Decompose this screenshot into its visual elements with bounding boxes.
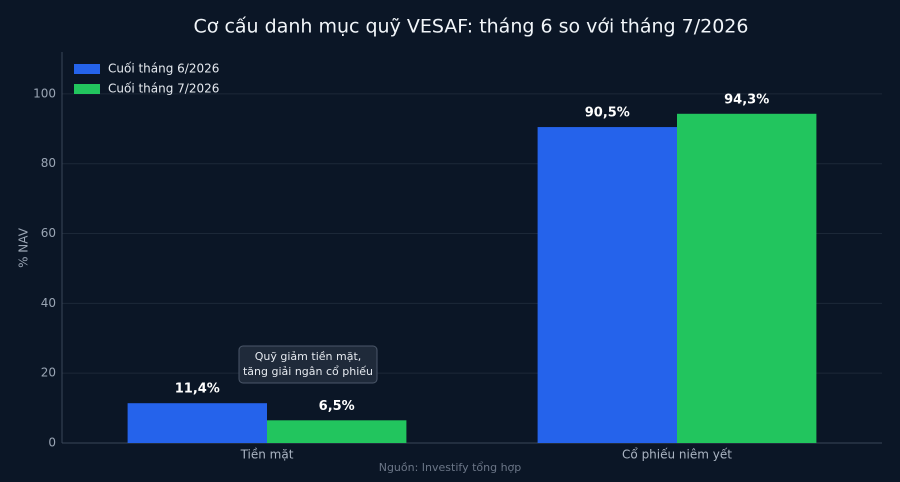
- y-tick-label: 40: [41, 296, 56, 310]
- value-label: 94,3%: [724, 92, 769, 107]
- value-label: 90,5%: [585, 106, 630, 121]
- legend-label: Cuối tháng 7/2026: [108, 82, 219, 96]
- y-tick-label: 80: [41, 156, 56, 170]
- y-tick-label: 20: [41, 366, 56, 380]
- bar: [267, 420, 407, 443]
- y-tick-label: 0: [48, 436, 56, 450]
- value-label: 11,4%: [175, 382, 220, 397]
- chart-title: Cơ cấu danh mục quỹ VESAF: tháng 6 so vớ…: [194, 16, 749, 38]
- value-label: 6,5%: [319, 399, 355, 414]
- x-tick-label: Cổ phiếu niêm yết: [622, 448, 732, 462]
- legend-swatch: [74, 64, 100, 74]
- bar: [127, 403, 267, 443]
- source-note: Nguồn: Investify tổng hợp: [379, 461, 522, 474]
- y-tick-label: 100: [33, 86, 56, 100]
- bar: [537, 127, 677, 443]
- bar: [677, 113, 817, 443]
- legend-label: Cuối tháng 6/2026: [108, 62, 219, 76]
- annotation-text: Quỹ giảm tiền mặt,: [255, 350, 362, 363]
- y-axis-label: % NAV: [17, 227, 31, 268]
- annotation-box: [238, 345, 378, 384]
- y-tick-label: 60: [41, 226, 56, 240]
- legend-swatch: [74, 84, 100, 94]
- x-tick-label: Tiền mặt: [240, 448, 294, 462]
- annotation-text: tăng giải ngân cổ phiếu: [243, 365, 373, 378]
